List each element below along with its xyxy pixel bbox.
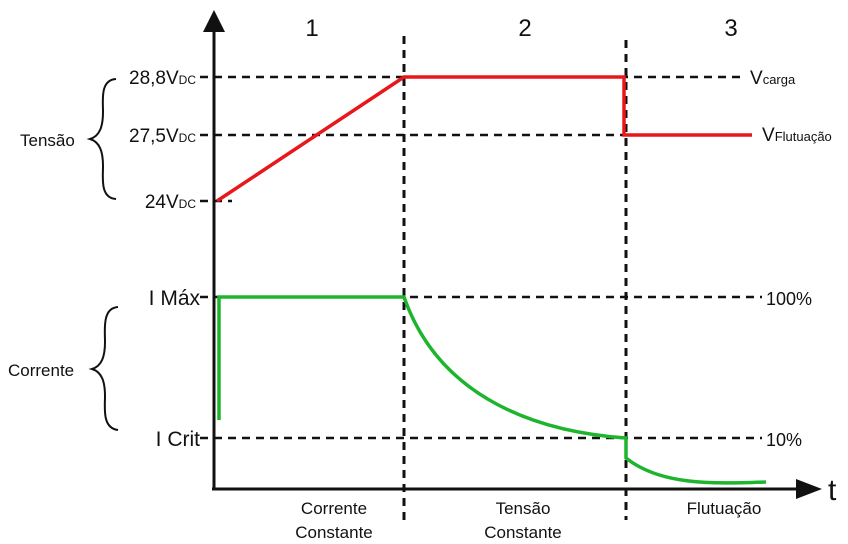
current-group-label: Corrente bbox=[8, 361, 74, 380]
voltage-level-high-label: 28,8VDC bbox=[129, 68, 196, 89]
voltage-level-float-label: 27,5VDC bbox=[129, 126, 196, 147]
phase-1-number: 1 bbox=[305, 15, 318, 42]
phase-1-label-line1: Corrente bbox=[301, 499, 367, 518]
current-level-max-label: I Máx bbox=[149, 287, 201, 310]
float-voltage-marker: VFlutuação bbox=[762, 125, 832, 146]
voltage-curve bbox=[216, 75, 752, 203]
voltage-group-label: Tensão bbox=[20, 131, 75, 150]
current-brace bbox=[88, 306, 119, 431]
phase-2-number: 2 bbox=[518, 15, 531, 42]
current-curve bbox=[217, 295, 767, 485]
time-axis-label: t bbox=[828, 474, 837, 507]
phase-3-label-line1: Flutuação bbox=[687, 499, 762, 518]
phase-1-label-line2: Constante bbox=[295, 523, 373, 542]
phase-2-label-line1: Tensão bbox=[496, 499, 551, 518]
charge-voltage-marker: Vcarga bbox=[750, 68, 796, 89]
current-level-crit-label: I Crit bbox=[156, 428, 200, 451]
x-axis-arrowhead bbox=[796, 479, 822, 499]
voltage-level-low-label: 24VDC bbox=[145, 192, 196, 213]
current-pct-max-label: 100% bbox=[766, 289, 812, 309]
y-axis-arrowhead bbox=[203, 10, 225, 32]
current-pct-crit-label: 10% bbox=[766, 430, 802, 450]
phase-2-label-line2: Constante bbox=[484, 523, 562, 542]
phase-3-number: 3 bbox=[724, 15, 737, 42]
voltage-brace bbox=[86, 78, 117, 200]
